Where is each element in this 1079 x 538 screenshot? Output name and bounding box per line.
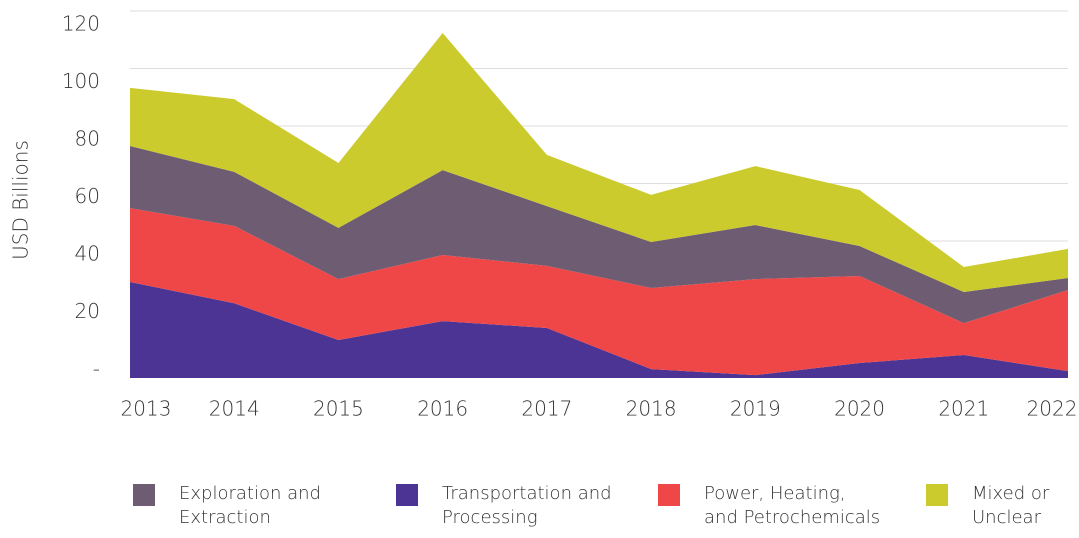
- y-tick-label: 40: [75, 242, 100, 266]
- chart: USD Billions - 20 40 60 80 100 120 2013 2014 2015…: [9, 10, 1078, 421]
- x-tick-label: 2017: [521, 397, 572, 421]
- x-tick-label: 2014: [209, 397, 260, 421]
- legend: Exploration and Extraction Transportation…: [0, 482, 1079, 538]
- x-tick-label: 2019: [730, 397, 781, 421]
- legend-label: Transportation and Processing: [442, 483, 612, 528]
- legend-swatch: [396, 484, 418, 506]
- y-tick-label: 60: [75, 184, 100, 208]
- area: [130, 145, 1068, 324]
- legend-item: Transportation and Processing: [396, 482, 612, 530]
- x-tick-label: 2021: [938, 397, 989, 421]
- x-tick-label: 2013: [121, 397, 172, 421]
- legend-label: Mixed or Unclear: [972, 483, 1050, 528]
- legend-swatch: [658, 484, 680, 506]
- y-tick-label: 20: [75, 299, 100, 323]
- legend-item: Power, Heating, and Petrochemicals: [658, 482, 880, 530]
- y-tick-label: 120: [62, 12, 100, 36]
- legend-label: Exploration and Extraction: [179, 483, 321, 528]
- y-tick-label: -: [93, 357, 100, 381]
- legend-swatch: [133, 484, 155, 506]
- area: [130, 33, 1068, 293]
- x-tick-label: 2022: [1027, 397, 1078, 421]
- x-tick-label: 2018: [626, 397, 677, 421]
- area: [130, 281, 1068, 378]
- x-tick-label: 2015: [313, 397, 364, 421]
- legend-swatch: [926, 484, 948, 506]
- legend-item: Mixed or Unclear: [926, 482, 1049, 530]
- legend-label: Power, Heating, and Petrochemicals: [704, 483, 881, 528]
- y-tick-label: 80: [75, 127, 100, 151]
- legend-item: Exploration and Extraction: [133, 482, 321, 530]
- x-tick-label: 2020: [834, 397, 885, 421]
- y-tick-label: 100: [62, 69, 100, 93]
- area: [130, 208, 1068, 376]
- x-tick-label: 2016: [417, 397, 468, 421]
- y-axis-title: USD Billions: [9, 140, 33, 260]
